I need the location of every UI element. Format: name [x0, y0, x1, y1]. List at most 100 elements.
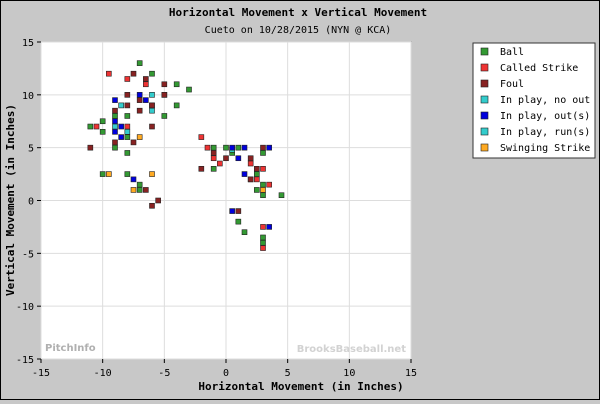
point-in-play-no-out	[149, 92, 155, 98]
point-called-strike	[217, 160, 223, 167]
point-ball	[260, 192, 266, 199]
x-tick-label: 10	[343, 368, 355, 379]
point-in-play-out-s	[241, 171, 248, 177]
x-tick-label: 15	[405, 368, 417, 379]
point-ball	[112, 144, 118, 151]
point-called-strike	[260, 166, 266, 172]
legend-swatch	[480, 95, 489, 104]
point-foul	[223, 155, 229, 162]
point-foul	[130, 70, 137, 77]
point-foul	[149, 123, 155, 130]
pitchinfo-watermark: PitchInfo	[45, 343, 96, 354]
point-called-strike	[124, 123, 131, 130]
axis-ticks: 15 10 5 0 -5 -10 -15 -15 -10 -5 0 5 10 15	[16, 38, 417, 379]
point-called-strike	[260, 245, 266, 251]
legend-swatch	[480, 111, 489, 120]
point-swinging-strike	[130, 187, 137, 193]
point-in-play-out-s	[143, 97, 149, 103]
x-tick-label: -5	[158, 368, 170, 379]
legend-swatch	[480, 47, 489, 56]
point-ball	[99, 171, 106, 177]
point-swinging-strike	[260, 187, 266, 193]
point-ball	[136, 181, 143, 188]
point-ball	[254, 187, 260, 193]
x-tick-label: -15	[32, 368, 50, 379]
legend-swatch	[480, 63, 489, 72]
y-tick-label: -5	[22, 249, 34, 260]
legend-label: In play, out(s)	[500, 111, 590, 122]
point-ball	[149, 70, 155, 77]
y-tick-label: 15	[22, 38, 34, 49]
point-ball	[173, 102, 180, 109]
point-ball	[124, 171, 131, 177]
point-ball	[99, 129, 106, 135]
point-called-strike	[106, 70, 112, 77]
legend-swatch	[480, 143, 489, 152]
point-foul	[161, 81, 168, 88]
chart-subtitle: Cueto on 10/28/2015 (NYN @ KCA)	[205, 25, 392, 36]
point-ball	[241, 229, 248, 235]
point-in-play-out-s	[118, 134, 124, 140]
point-called-strike	[93, 123, 100, 130]
point-foul	[247, 155, 254, 162]
point-foul	[124, 92, 131, 98]
point-in-play-no-out	[112, 123, 118, 130]
legend-swatch	[480, 79, 489, 88]
legend-box	[472, 42, 596, 159]
legend-label: Swinging Strike	[500, 143, 590, 154]
point-ball	[260, 239, 266, 246]
point-ball	[235, 144, 242, 151]
point-swinging-strike	[106, 171, 112, 177]
x-tick-label: 0	[223, 368, 229, 379]
y-tick-label: -10	[16, 302, 34, 313]
point-foul	[143, 187, 149, 193]
point-in-play-no-out	[124, 129, 131, 135]
legend-label: Called Strike	[500, 63, 578, 74]
y-tick-label: 0	[28, 197, 34, 208]
point-ball	[186, 86, 192, 93]
x-axis-label: Horizontal Movement (in Inches)	[198, 380, 403, 393]
point-in-play-out-s	[112, 97, 118, 103]
point-foul	[235, 208, 242, 214]
point-foul	[136, 97, 143, 103]
point-ball	[124, 134, 131, 140]
point-foul	[149, 102, 155, 109]
point-called-strike	[198, 134, 205, 140]
point-swinging-strike	[136, 134, 143, 140]
y-tick-label: -15	[16, 355, 34, 366]
point-in-play-out-s	[241, 144, 248, 151]
point-foul	[260, 144, 266, 151]
point-called-strike	[254, 176, 260, 183]
legend: Ball Called Strike Foul In play, no out In p…	[480, 47, 590, 154]
point-foul	[161, 92, 168, 98]
point-in-play-no-out	[118, 102, 124, 109]
legend-label: In play, no out	[500, 95, 590, 106]
point-foul	[149, 202, 155, 209]
point-ball	[210, 166, 217, 172]
point-called-strike	[143, 81, 149, 88]
point-foul	[87, 144, 94, 151]
point-ball	[223, 144, 229, 151]
brooksbaseball-watermark: BrooksBaseball.net	[297, 344, 406, 355]
point-in-play-out-s	[136, 92, 143, 98]
point-ball	[124, 150, 131, 156]
point-in-play-out-s	[266, 224, 272, 230]
point-foul	[124, 102, 131, 109]
point-in-play-out-s	[130, 176, 137, 183]
legend-label: Ball	[500, 47, 524, 58]
point-in-play-no-out	[149, 107, 155, 114]
chart-title: Horizontal Movement x Vertical Movement	[169, 6, 427, 19]
point-ball	[112, 113, 118, 119]
point-called-strike	[266, 181, 272, 188]
point-in-play-out-s	[112, 129, 118, 135]
point-foul	[254, 166, 260, 172]
point-ball	[260, 234, 266, 241]
point-foul	[112, 107, 118, 114]
point-ball	[260, 150, 266, 156]
point-called-strike	[210, 155, 217, 162]
point-foul	[130, 139, 137, 146]
point-called-strike	[204, 144, 211, 151]
legend-swatch	[480, 127, 489, 136]
